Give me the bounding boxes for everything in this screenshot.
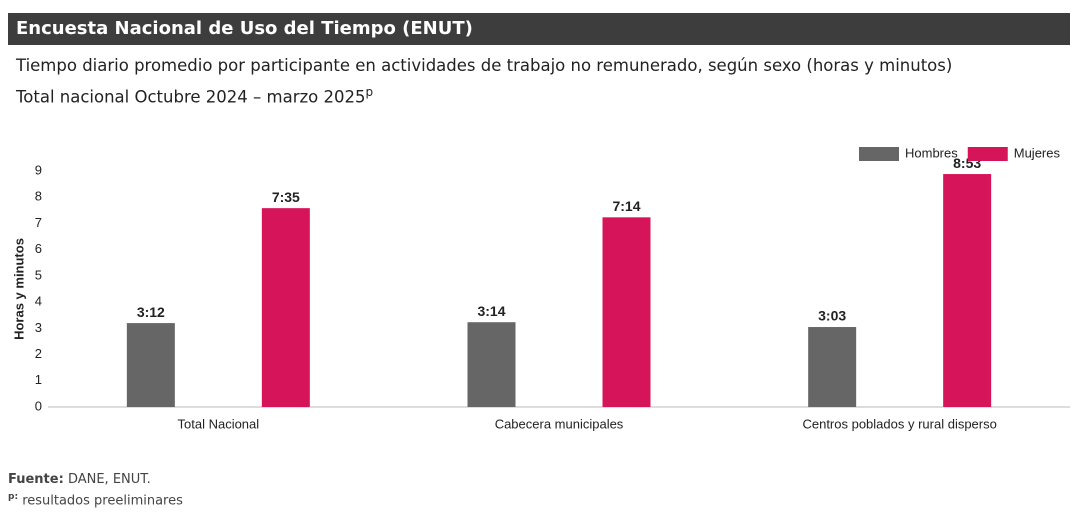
y-tick-label: 8	[35, 189, 42, 204]
data-label: 3:12	[137, 304, 165, 320]
y-tick-label: 0	[35, 398, 42, 413]
subtitle: Total nacional Octubre 2024 – marzo 2025…	[16, 85, 373, 107]
legend-swatch	[859, 147, 899, 161]
bar	[126, 323, 175, 407]
bar	[943, 174, 992, 407]
x-tick-label: Centros poblados y rural disperso	[802, 416, 996, 431]
y-tick-label: 2	[35, 346, 42, 361]
y-tick-label: 3	[35, 320, 42, 335]
bar	[602, 217, 651, 407]
x-tick-label: Cabecera municipales	[495, 416, 624, 431]
note-marker: p:	[8, 492, 19, 502]
data-label: 7:35	[272, 189, 300, 205]
legend-label: Mujeres	[1014, 145, 1061, 160]
legend-label: Hombres	[905, 145, 958, 160]
source-text: DANE, ENUT.	[67, 472, 151, 487]
note-text: resultados preeliminares	[22, 493, 183, 509]
y-tick-label: 9	[35, 162, 42, 177]
data-label: 7:14	[612, 198, 640, 214]
y-tick-label: 5	[35, 267, 42, 282]
note: p: resultados preeliminares	[8, 492, 183, 508]
source: Fuente: DANE, ENUT.	[8, 472, 151, 487]
y-axis-label: Horas y minutos	[11, 238, 26, 340]
bar	[261, 208, 310, 407]
bar	[467, 322, 516, 407]
superscript: p	[365, 85, 374, 99]
y-tick-label: 6	[35, 241, 42, 256]
header: Encuesta Nacional de Uso del Tiempo (ENU…	[8, 13, 1070, 45]
source-label: Fuente:	[8, 472, 64, 487]
data-label: 3:14	[477, 303, 505, 319]
y-tick-label: 7	[35, 215, 42, 230]
y-tick-label: 1	[35, 372, 42, 387]
x-tick-label: Total Nacional	[178, 416, 260, 431]
y-tick-label: 4	[35, 294, 42, 309]
subtitle: Tiempo diario promedio por participante …	[16, 56, 953, 75]
legend-swatch	[967, 147, 1008, 161]
data-label: 3:03	[818, 308, 846, 324]
subtitle: Total nacional Octubre 2024 – marzo 2025	[16, 87, 366, 107]
bar	[808, 327, 857, 407]
